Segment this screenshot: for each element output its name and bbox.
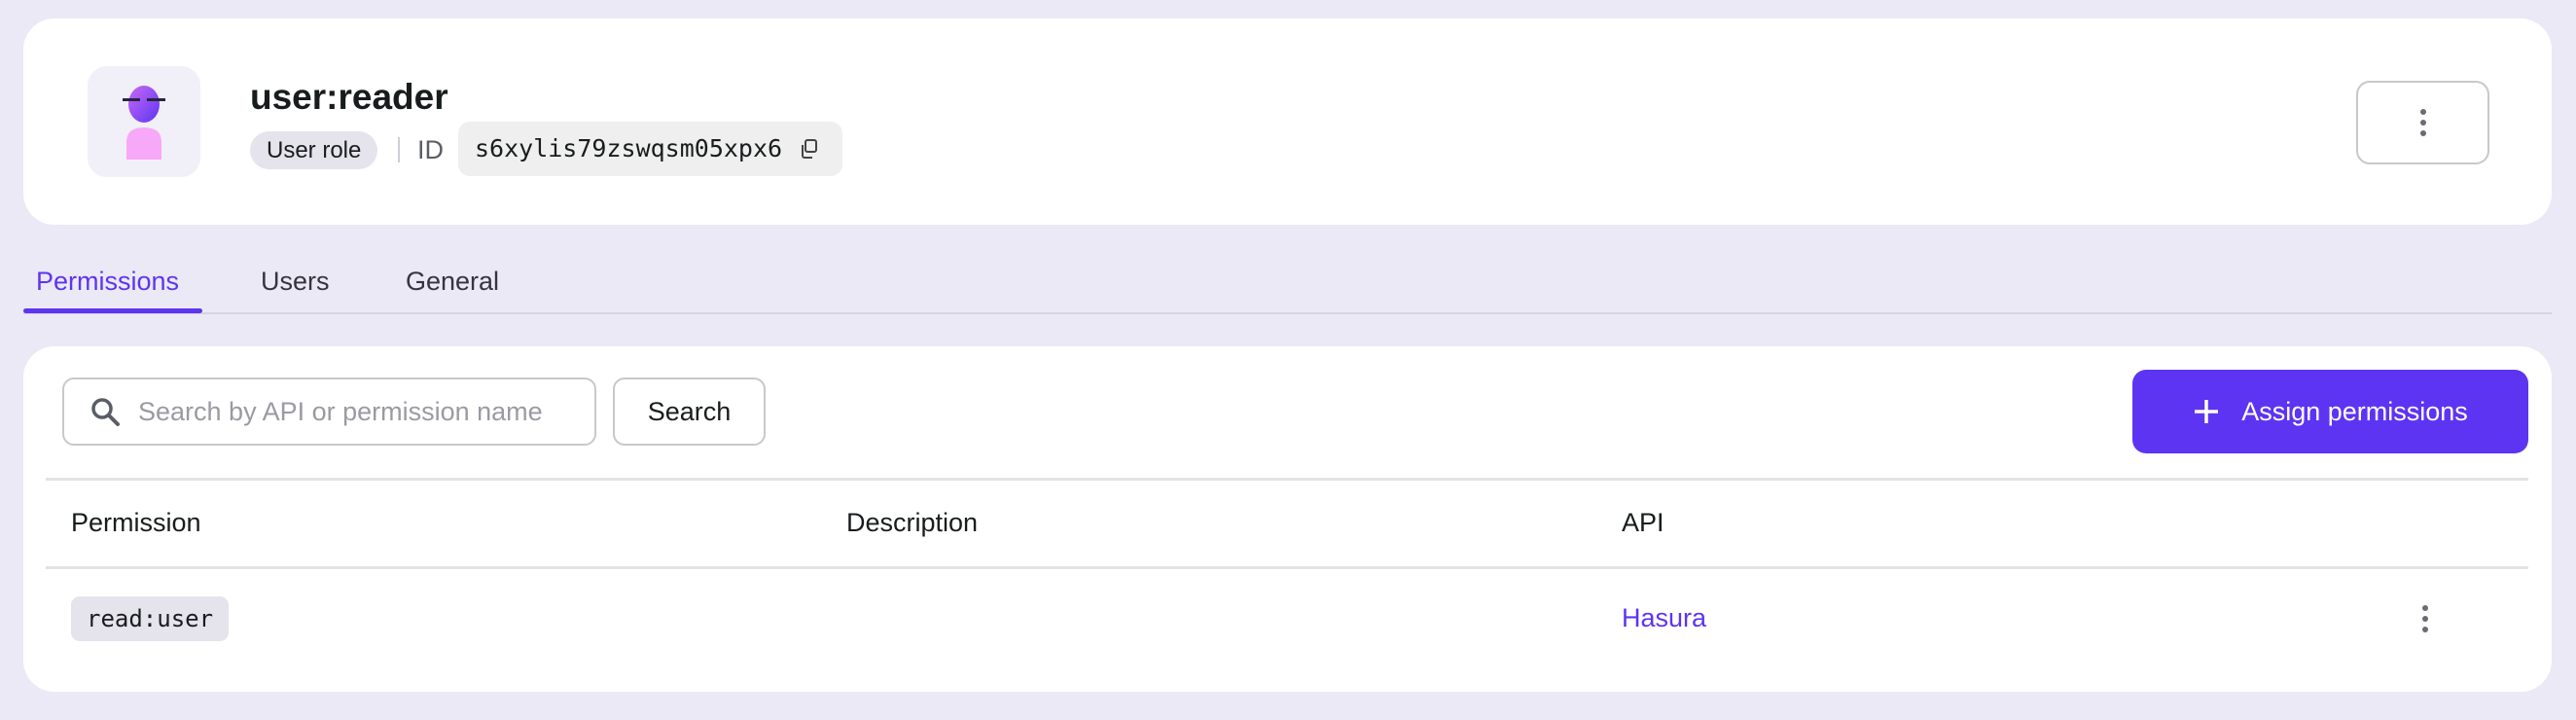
copy-icon[interactable] <box>800 138 819 160</box>
divider <box>46 478 2528 481</box>
plus-icon <box>2195 400 2219 423</box>
tab-users[interactable]: Users <box>261 267 330 296</box>
role-title: user:reader <box>250 77 448 117</box>
search-field[interactable] <box>62 378 596 446</box>
active-tab-indicator <box>23 308 202 313</box>
permission-name: read:user <box>71 596 230 641</box>
role-header-card: user:reader User role ID s6xylis79zswqsm… <box>23 18 2552 225</box>
user-avatar-icon <box>88 66 200 177</box>
assign-permissions-label: Assign permissions <box>2241 396 2468 426</box>
column-header-description: Description <box>846 508 979 537</box>
search-icon <box>91 398 120 426</box>
permissions-panel: Search Assign permissions Permission Des… <box>23 346 2552 692</box>
more-vertical-icon <box>2419 109 2426 136</box>
row-more-button[interactable] <box>2413 594 2438 643</box>
assign-permissions-button[interactable]: Assign permissions <box>2132 370 2528 453</box>
role-id-value: s6xylis79zswqsm05xpx6 <box>475 134 783 162</box>
divider <box>46 566 2528 569</box>
divider <box>398 137 400 162</box>
tab-general[interactable]: General <box>406 267 500 296</box>
role-type-badge: User role <box>250 131 378 169</box>
more-options-button[interactable] <box>2356 81 2489 164</box>
id-label: ID <box>417 135 444 164</box>
tab-permissions[interactable]: Permissions <box>36 267 180 296</box>
column-header-permission: Permission <box>71 508 201 537</box>
search-button[interactable]: Search <box>613 378 766 446</box>
column-header-api: API <box>1622 508 1664 537</box>
search-input[interactable] <box>138 396 586 427</box>
api-link[interactable]: Hasura <box>1622 603 1707 632</box>
role-id-copy-field[interactable]: s6xylis79zswqsm05xpx6 <box>458 122 843 176</box>
tabs-divider <box>23 312 2552 314</box>
more-vertical-icon <box>2422 605 2428 632</box>
